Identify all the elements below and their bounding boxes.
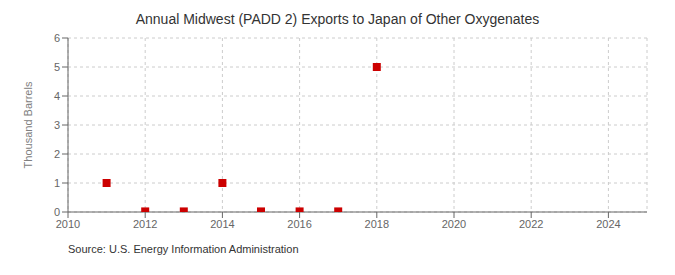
svg-text:2020: 2020 <box>442 218 466 230</box>
svg-text:2010: 2010 <box>56 218 80 230</box>
svg-text:Thousand Barrels: Thousand Barrels <box>22 81 34 168</box>
html-text:Source: U.S. Energy Informatio: Source: U.S. Energy Information Administ… <box>68 243 299 255</box>
svg-text:5: 5 <box>54 61 60 73</box>
svg-text:2018: 2018 <box>365 218 389 230</box>
svg-text:2022: 2022 <box>519 218 543 230</box>
svg-text:2014: 2014 <box>210 218 234 230</box>
html-text:Annual Midwest (PADD 2) Export: Annual Midwest (PADD 2) Exports to Japan… <box>135 11 540 27</box>
svg-text:2: 2 <box>54 148 60 160</box>
svg-text:2016: 2016 <box>287 218 311 230</box>
svg-text:4: 4 <box>54 90 60 102</box>
svg-text:2012: 2012 <box>133 218 157 230</box>
svg-text:3: 3 <box>54 119 60 131</box>
svg-text:0: 0 <box>54 206 60 218</box>
svg-text:1: 1 <box>54 177 60 189</box>
svg-text:6: 6 <box>54 32 60 44</box>
svg-text:2024: 2024 <box>596 218 620 230</box>
